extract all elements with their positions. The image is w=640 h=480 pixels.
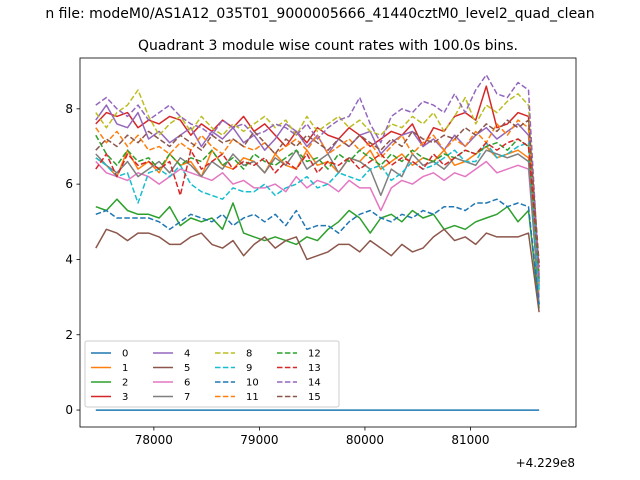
- legend-label-0: 0: [122, 349, 128, 360]
- legend-label-10: 10: [246, 378, 259, 389]
- x-tick-label: 80000: [346, 433, 384, 447]
- legend-box: [84, 340, 340, 408]
- chart-title: Quadrant 3 module wise count rates with …: [138, 38, 518, 54]
- series-line-11: [95, 119, 540, 271]
- legend-label-9: 9: [246, 363, 252, 374]
- legend-label-1: 1: [122, 363, 128, 374]
- legend-label-15: 15: [308, 392, 321, 403]
- y-tick-label: 6: [65, 177, 73, 191]
- y-tick-label: 2: [65, 328, 73, 342]
- legend-label-12: 12: [308, 349, 321, 360]
- x-tick-label: 78000: [135, 433, 173, 447]
- y-tick-label: 0: [65, 403, 73, 417]
- legend-label-11: 11: [246, 392, 259, 403]
- legend-label-3: 3: [122, 392, 128, 403]
- figure-suptitle: n file: modeM0/AS1A12_035T01_9000005666_…: [45, 6, 594, 22]
- y-tick-label: 4: [65, 252, 73, 266]
- legend-label-13: 13: [308, 363, 321, 374]
- series-line-15: [95, 119, 540, 264]
- series-line-2: [95, 198, 540, 309]
- series-line-9: [95, 141, 540, 290]
- axes-frame: [79, 57, 577, 428]
- series-line-10: [95, 198, 540, 305]
- legend-label-5: 5: [184, 363, 190, 374]
- x-tick-label: 79000: [240, 433, 278, 447]
- legend-label-7: 7: [184, 392, 190, 403]
- x-tick-label: 81000: [451, 433, 489, 447]
- legend-label-14: 14: [308, 378, 321, 389]
- x-axis-offset-label: +4.229e8: [516, 456, 575, 470]
- series-line-8: [95, 89, 540, 294]
- series-line-5: [95, 228, 540, 313]
- legend-label-6: 6: [184, 378, 190, 389]
- legend-label-2: 2: [122, 378, 128, 389]
- series-line-14: [95, 74, 540, 279]
- legend-label-8: 8: [246, 349, 252, 360]
- y-tick-label: 8: [65, 102, 73, 116]
- series-line-13: [95, 138, 540, 268]
- legend-label-4: 4: [184, 349, 190, 360]
- plot-area: 78000 79000 80000 8100002468012345678910111…: [65, 57, 577, 447]
